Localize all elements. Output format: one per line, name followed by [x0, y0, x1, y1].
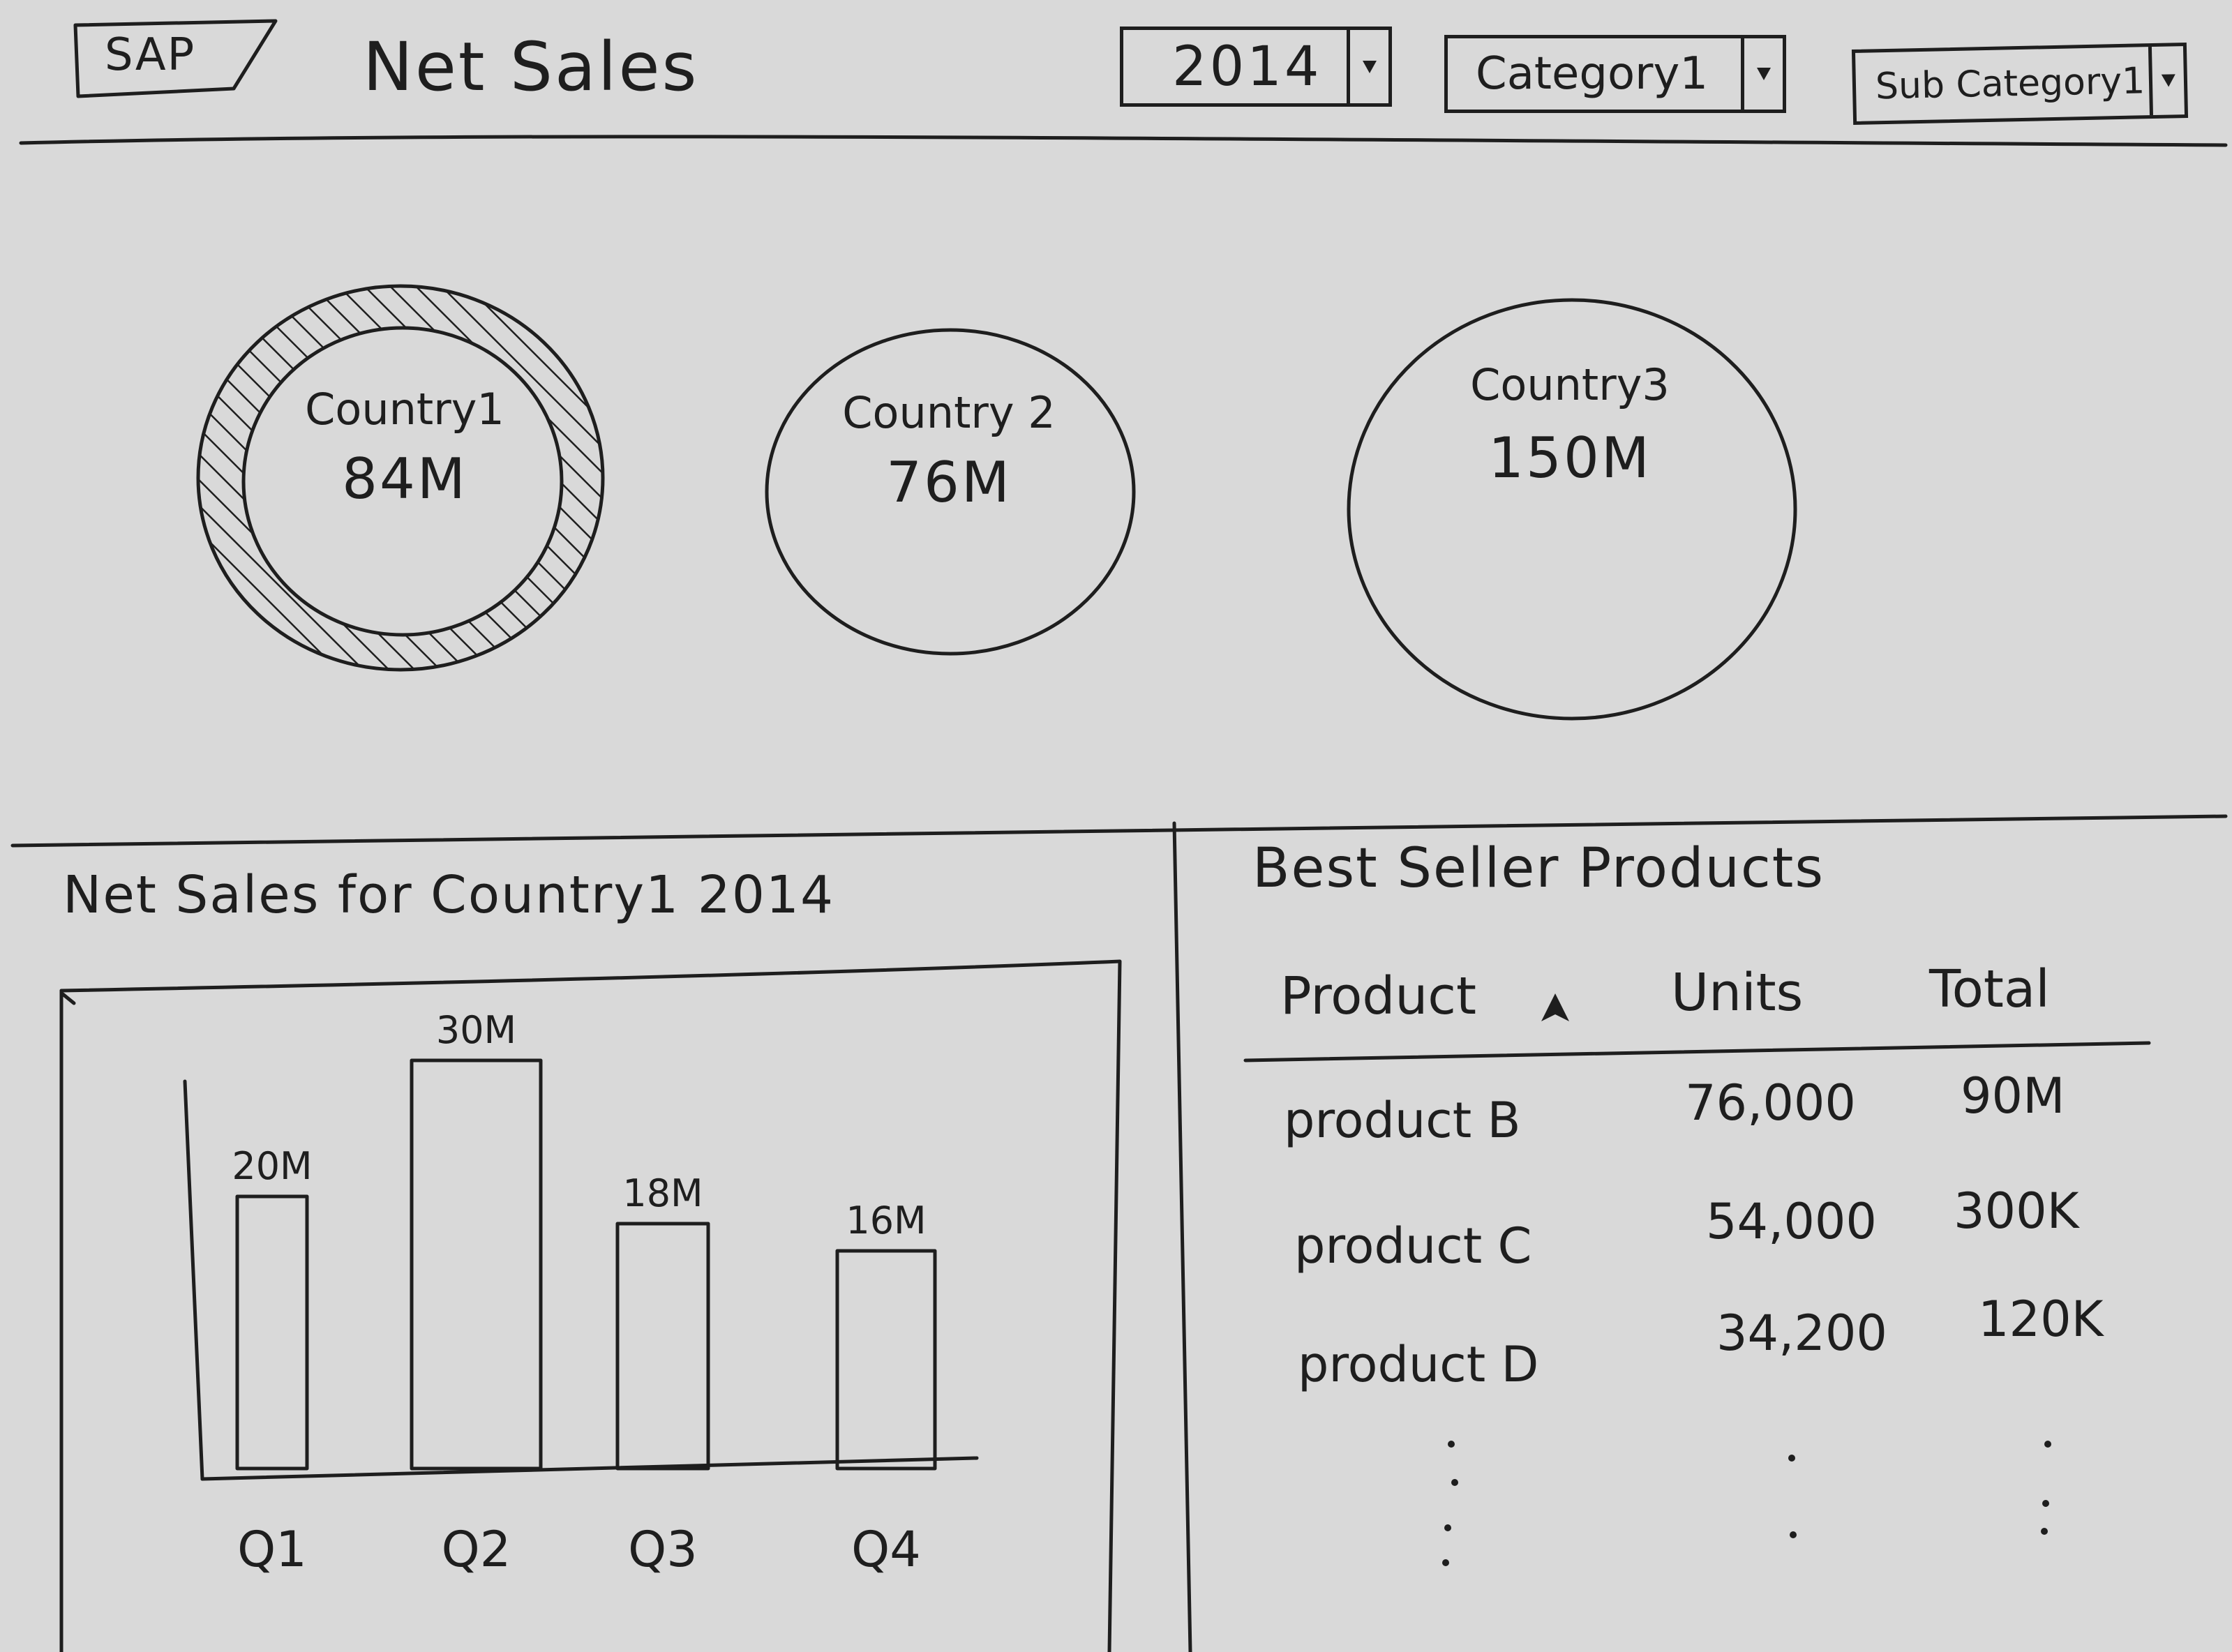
category-value: Category1 — [1476, 48, 1709, 100]
column-header-total[interactable]: Total — [1929, 959, 2050, 1019]
country-name: Country 2 — [842, 387, 1056, 438]
bar-value-label: 20M — [232, 1144, 313, 1188]
bar-value-label: 16M — [846, 1199, 927, 1242]
x-axis — [200, 1456, 979, 1481]
x-tick-label: Q4 — [851, 1521, 921, 1578]
country-name: Country3 — [1470, 359, 1670, 410]
country-net-sales: 150M — [1488, 426, 1651, 490]
x-tick-label: Q2 — [441, 1521, 511, 1578]
table-cell-total: 90M — [1961, 1067, 2065, 1125]
table-cell-product: product D — [1298, 1336, 1539, 1393]
column-header-product[interactable]: Product — [1280, 966, 1476, 1026]
bestseller-title: Best Seller Products — [1252, 837, 1825, 900]
chevron-down-icon[interactable] — [1347, 30, 1388, 103]
bar-q1[interactable] — [235, 1194, 309, 1471]
bar-value-label: 18M — [622, 1171, 703, 1215]
table-cell-product: product C — [1294, 1217, 1532, 1275]
net-sales-bar-chart — [183, 1058, 979, 1481]
year-dropdown[interactable]: 2014 — [1120, 27, 1392, 107]
country-net-sales: 76M — [886, 450, 1012, 515]
country-bubble-graphics — [196, 284, 1797, 721]
table-header-underline — [1243, 1041, 2151, 1062]
more-rows-ellipsis — [1442, 1441, 2051, 1566]
country-net-sales: 84M — [342, 446, 467, 511]
table-cell-units: 34,200 — [1716, 1305, 1887, 1362]
table-cell-total: 300K — [1954, 1182, 2079, 1240]
page-title: Net Sales — [363, 28, 699, 106]
chevron-down-icon[interactable] — [1741, 38, 1783, 110]
bar-q4[interactable] — [835, 1249, 937, 1471]
y-axis — [183, 1079, 204, 1481]
bar-q2[interactable] — [410, 1058, 543, 1471]
column-header-units[interactable]: Units — [1671, 963, 1804, 1023]
country-bubble[interactable]: Country 2 76M — [767, 335, 1130, 649]
country-bubble[interactable]: Country1 84M — [209, 307, 600, 656]
country-name: Country1 — [305, 384, 504, 435]
x-tick-label: Q3 — [628, 1521, 698, 1578]
table-cell-units: 54,000 — [1706, 1193, 1877, 1250]
sap-logo[interactable]: SAP — [105, 29, 196, 81]
table-cell-product: product B — [1284, 1092, 1521, 1149]
logo-frame — [73, 19, 278, 98]
year-value: 2014 — [1172, 35, 1322, 98]
chart-title: Net Sales for Country1 2014 — [63, 865, 835, 925]
table-cell-units: 76,000 — [1685, 1074, 1856, 1132]
table-cell-total: 120K — [1978, 1291, 2104, 1348]
x-tick-label: Q1 — [237, 1521, 307, 1578]
sort-arrow-icon[interactable] — [1538, 991, 1572, 1024]
bar-value-label: 30M — [435, 1008, 517, 1052]
country-bubble[interactable]: Country3 150M — [1347, 307, 1793, 698]
bar-q3[interactable] — [615, 1222, 710, 1471]
category-dropdown[interactable]: Category1 — [1444, 35, 1786, 113]
